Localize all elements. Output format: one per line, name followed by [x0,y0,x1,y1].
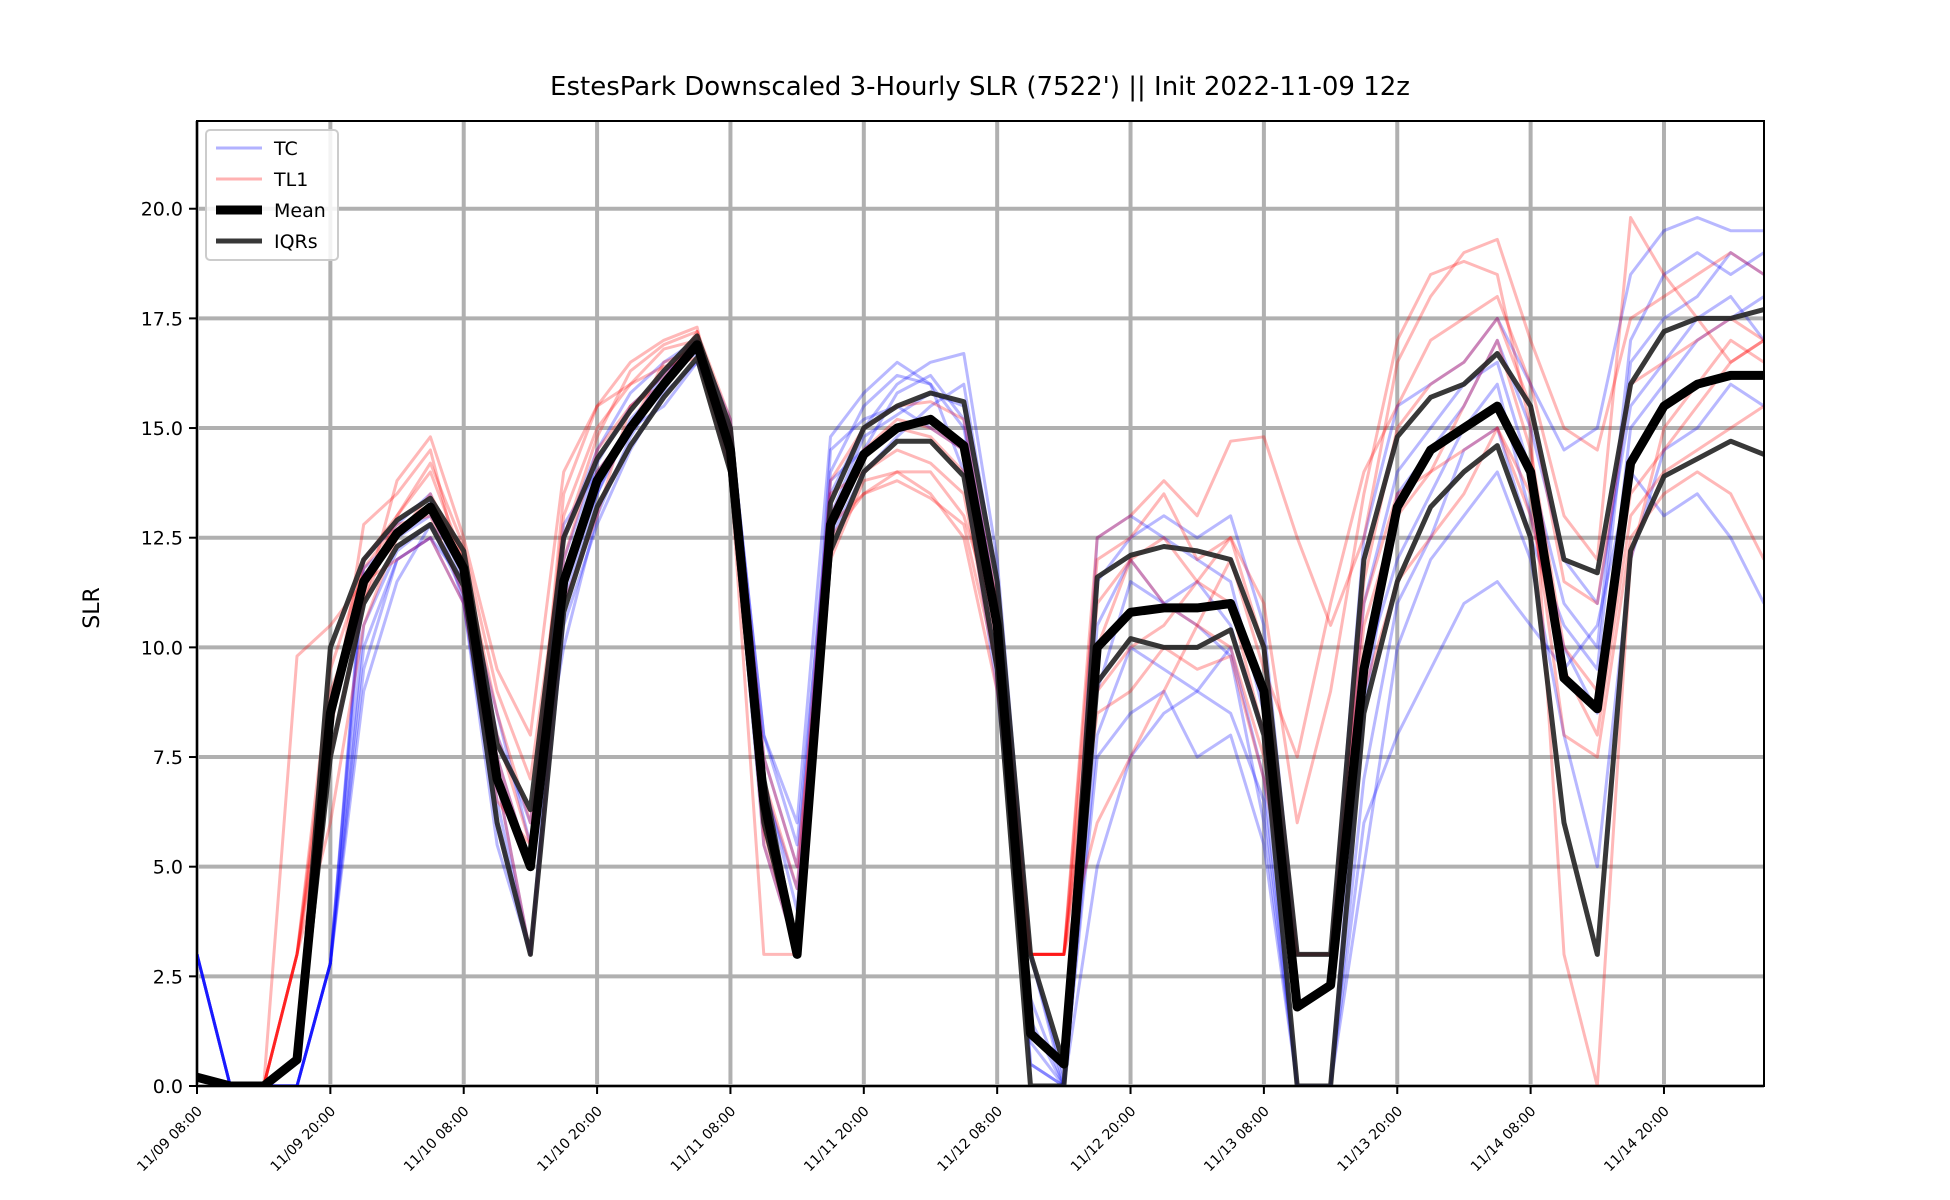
y-tick-label: 20.0 [141,199,183,221]
iqr-lower-line [197,355,1764,1086]
legend-label-mean: Mean [274,200,326,222]
y-tick-label: 12.5 [141,528,183,550]
series-line-tl1 [197,237,1764,1086]
y-axis-label: SLR [80,587,105,629]
plot-frame [196,120,1765,1087]
mean-line [197,340,1764,1086]
y-tick-label: 17.5 [141,308,183,330]
y-tick-label: 2.5 [153,966,183,988]
legend-label-tc: TC [273,138,298,160]
y-tick-label: 7.5 [153,747,183,769]
legend: TC TL1 Mean IQRs [205,129,339,261]
y-tick-label: 15.0 [141,418,183,440]
legend-box [205,129,339,261]
y-tick-label: 10.0 [141,637,183,659]
chart-title: EstesPark Downscaled 3-Hourly SLR (7522'… [550,72,1410,102]
legend-label-iqrs: IQRs [274,231,318,253]
y-tick-label: 0.0 [153,1076,183,1098]
series-layer [197,216,1764,1086]
series-line-tc [197,352,1764,1086]
iqr-upper-line [197,307,1764,1086]
series-line-tl1 [197,356,1764,1086]
y-tick-label: 5.0 [153,857,183,879]
series-line-tc [197,216,1764,1086]
legend-label-tl1: TL1 [273,169,308,191]
